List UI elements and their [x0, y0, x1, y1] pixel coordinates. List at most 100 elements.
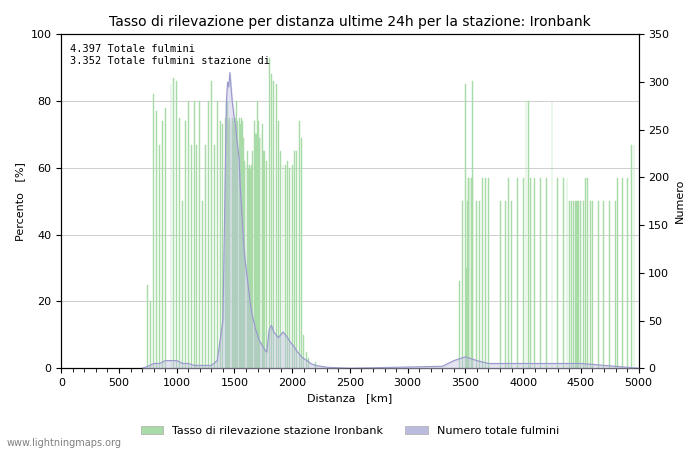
- Bar: [271, 74, 272, 368]
- Bar: [466, 268, 467, 368]
- Bar: [587, 178, 588, 368]
- X-axis label: Distanza   [km]: Distanza [km]: [307, 393, 393, 404]
- Bar: [617, 178, 618, 368]
- Bar: [289, 168, 290, 368]
- Bar: [285, 165, 286, 368]
- Bar: [227, 101, 228, 368]
- Bar: [615, 201, 616, 368]
- Bar: [233, 121, 234, 368]
- Bar: [199, 101, 200, 368]
- Bar: [217, 101, 218, 368]
- Bar: [156, 111, 157, 368]
- Bar: [540, 178, 541, 368]
- Bar: [306, 351, 307, 368]
- Bar: [179, 118, 180, 368]
- Bar: [244, 161, 245, 368]
- Bar: [292, 165, 293, 368]
- Bar: [263, 151, 264, 368]
- Bar: [159, 144, 160, 368]
- Bar: [190, 144, 192, 368]
- Bar: [296, 151, 297, 368]
- Bar: [243, 138, 244, 368]
- Bar: [462, 201, 463, 368]
- Bar: [150, 302, 151, 368]
- Bar: [208, 101, 209, 368]
- Legend: Tasso di rilevazione stazione Ironbank, Numero totale fulmini: Tasso di rilevazione stazione Ironbank, …: [136, 421, 564, 440]
- Bar: [566, 178, 568, 368]
- Bar: [303, 335, 304, 368]
- Bar: [530, 178, 531, 368]
- Bar: [280, 151, 281, 368]
- Bar: [315, 361, 316, 368]
- Bar: [205, 144, 206, 368]
- Bar: [176, 81, 177, 368]
- Bar: [294, 151, 295, 368]
- Bar: [571, 201, 572, 368]
- Bar: [511, 201, 512, 368]
- Bar: [185, 121, 186, 368]
- Bar: [557, 178, 558, 368]
- Bar: [580, 201, 581, 368]
- Bar: [260, 135, 262, 368]
- Bar: [626, 178, 627, 368]
- Bar: [609, 201, 610, 368]
- Bar: [256, 135, 257, 368]
- Bar: [622, 178, 623, 368]
- Title: Tasso di rilevazione per distanza ultime 24h per la stazione: Ironbank: Tasso di rilevazione per distanza ultime…: [109, 15, 591, 29]
- Bar: [585, 178, 586, 368]
- Bar: [482, 178, 483, 368]
- Bar: [228, 121, 229, 368]
- Bar: [241, 118, 242, 368]
- Bar: [230, 125, 232, 368]
- Bar: [573, 201, 575, 368]
- Bar: [251, 165, 252, 368]
- Bar: [234, 125, 235, 368]
- Bar: [188, 101, 189, 368]
- Bar: [576, 201, 577, 368]
- Bar: [465, 85, 466, 368]
- Bar: [485, 178, 486, 368]
- Bar: [631, 144, 632, 368]
- Bar: [517, 178, 518, 368]
- Bar: [264, 151, 265, 368]
- Bar: [308, 358, 309, 368]
- Bar: [242, 121, 243, 368]
- Bar: [470, 178, 472, 368]
- Bar: [563, 178, 564, 368]
- Bar: [182, 201, 183, 368]
- Bar: [287, 161, 288, 368]
- Bar: [162, 121, 163, 368]
- Y-axis label: Numero: Numero: [675, 179, 685, 224]
- Bar: [569, 201, 570, 368]
- Bar: [202, 201, 203, 368]
- Bar: [467, 201, 468, 368]
- Bar: [301, 138, 302, 368]
- Bar: [468, 178, 469, 368]
- Bar: [592, 201, 593, 368]
- Bar: [253, 121, 255, 368]
- Bar: [194, 101, 195, 368]
- Bar: [508, 178, 509, 368]
- Bar: [546, 178, 547, 368]
- Bar: [153, 94, 154, 368]
- Bar: [589, 201, 591, 368]
- Bar: [237, 121, 239, 368]
- Bar: [273, 81, 274, 368]
- Bar: [299, 121, 300, 368]
- Bar: [468, 178, 469, 368]
- Bar: [278, 121, 279, 368]
- Bar: [164, 108, 166, 368]
- Bar: [257, 101, 258, 368]
- Bar: [488, 178, 489, 368]
- Text: 4.397 Totale fulmini
3.352 Totale fulmini stazione di: 4.397 Totale fulmini 3.352 Totale fulmin…: [70, 45, 270, 66]
- Bar: [240, 125, 241, 368]
- Bar: [266, 161, 267, 368]
- Bar: [534, 178, 535, 368]
- Bar: [523, 178, 524, 368]
- Bar: [459, 281, 460, 368]
- Bar: [211, 81, 212, 368]
- Bar: [283, 165, 284, 368]
- Bar: [258, 121, 259, 368]
- Y-axis label: Percento   [%]: Percento [%]: [15, 162, 25, 241]
- Text: www.lightningmaps.org: www.lightningmaps.org: [7, 438, 122, 448]
